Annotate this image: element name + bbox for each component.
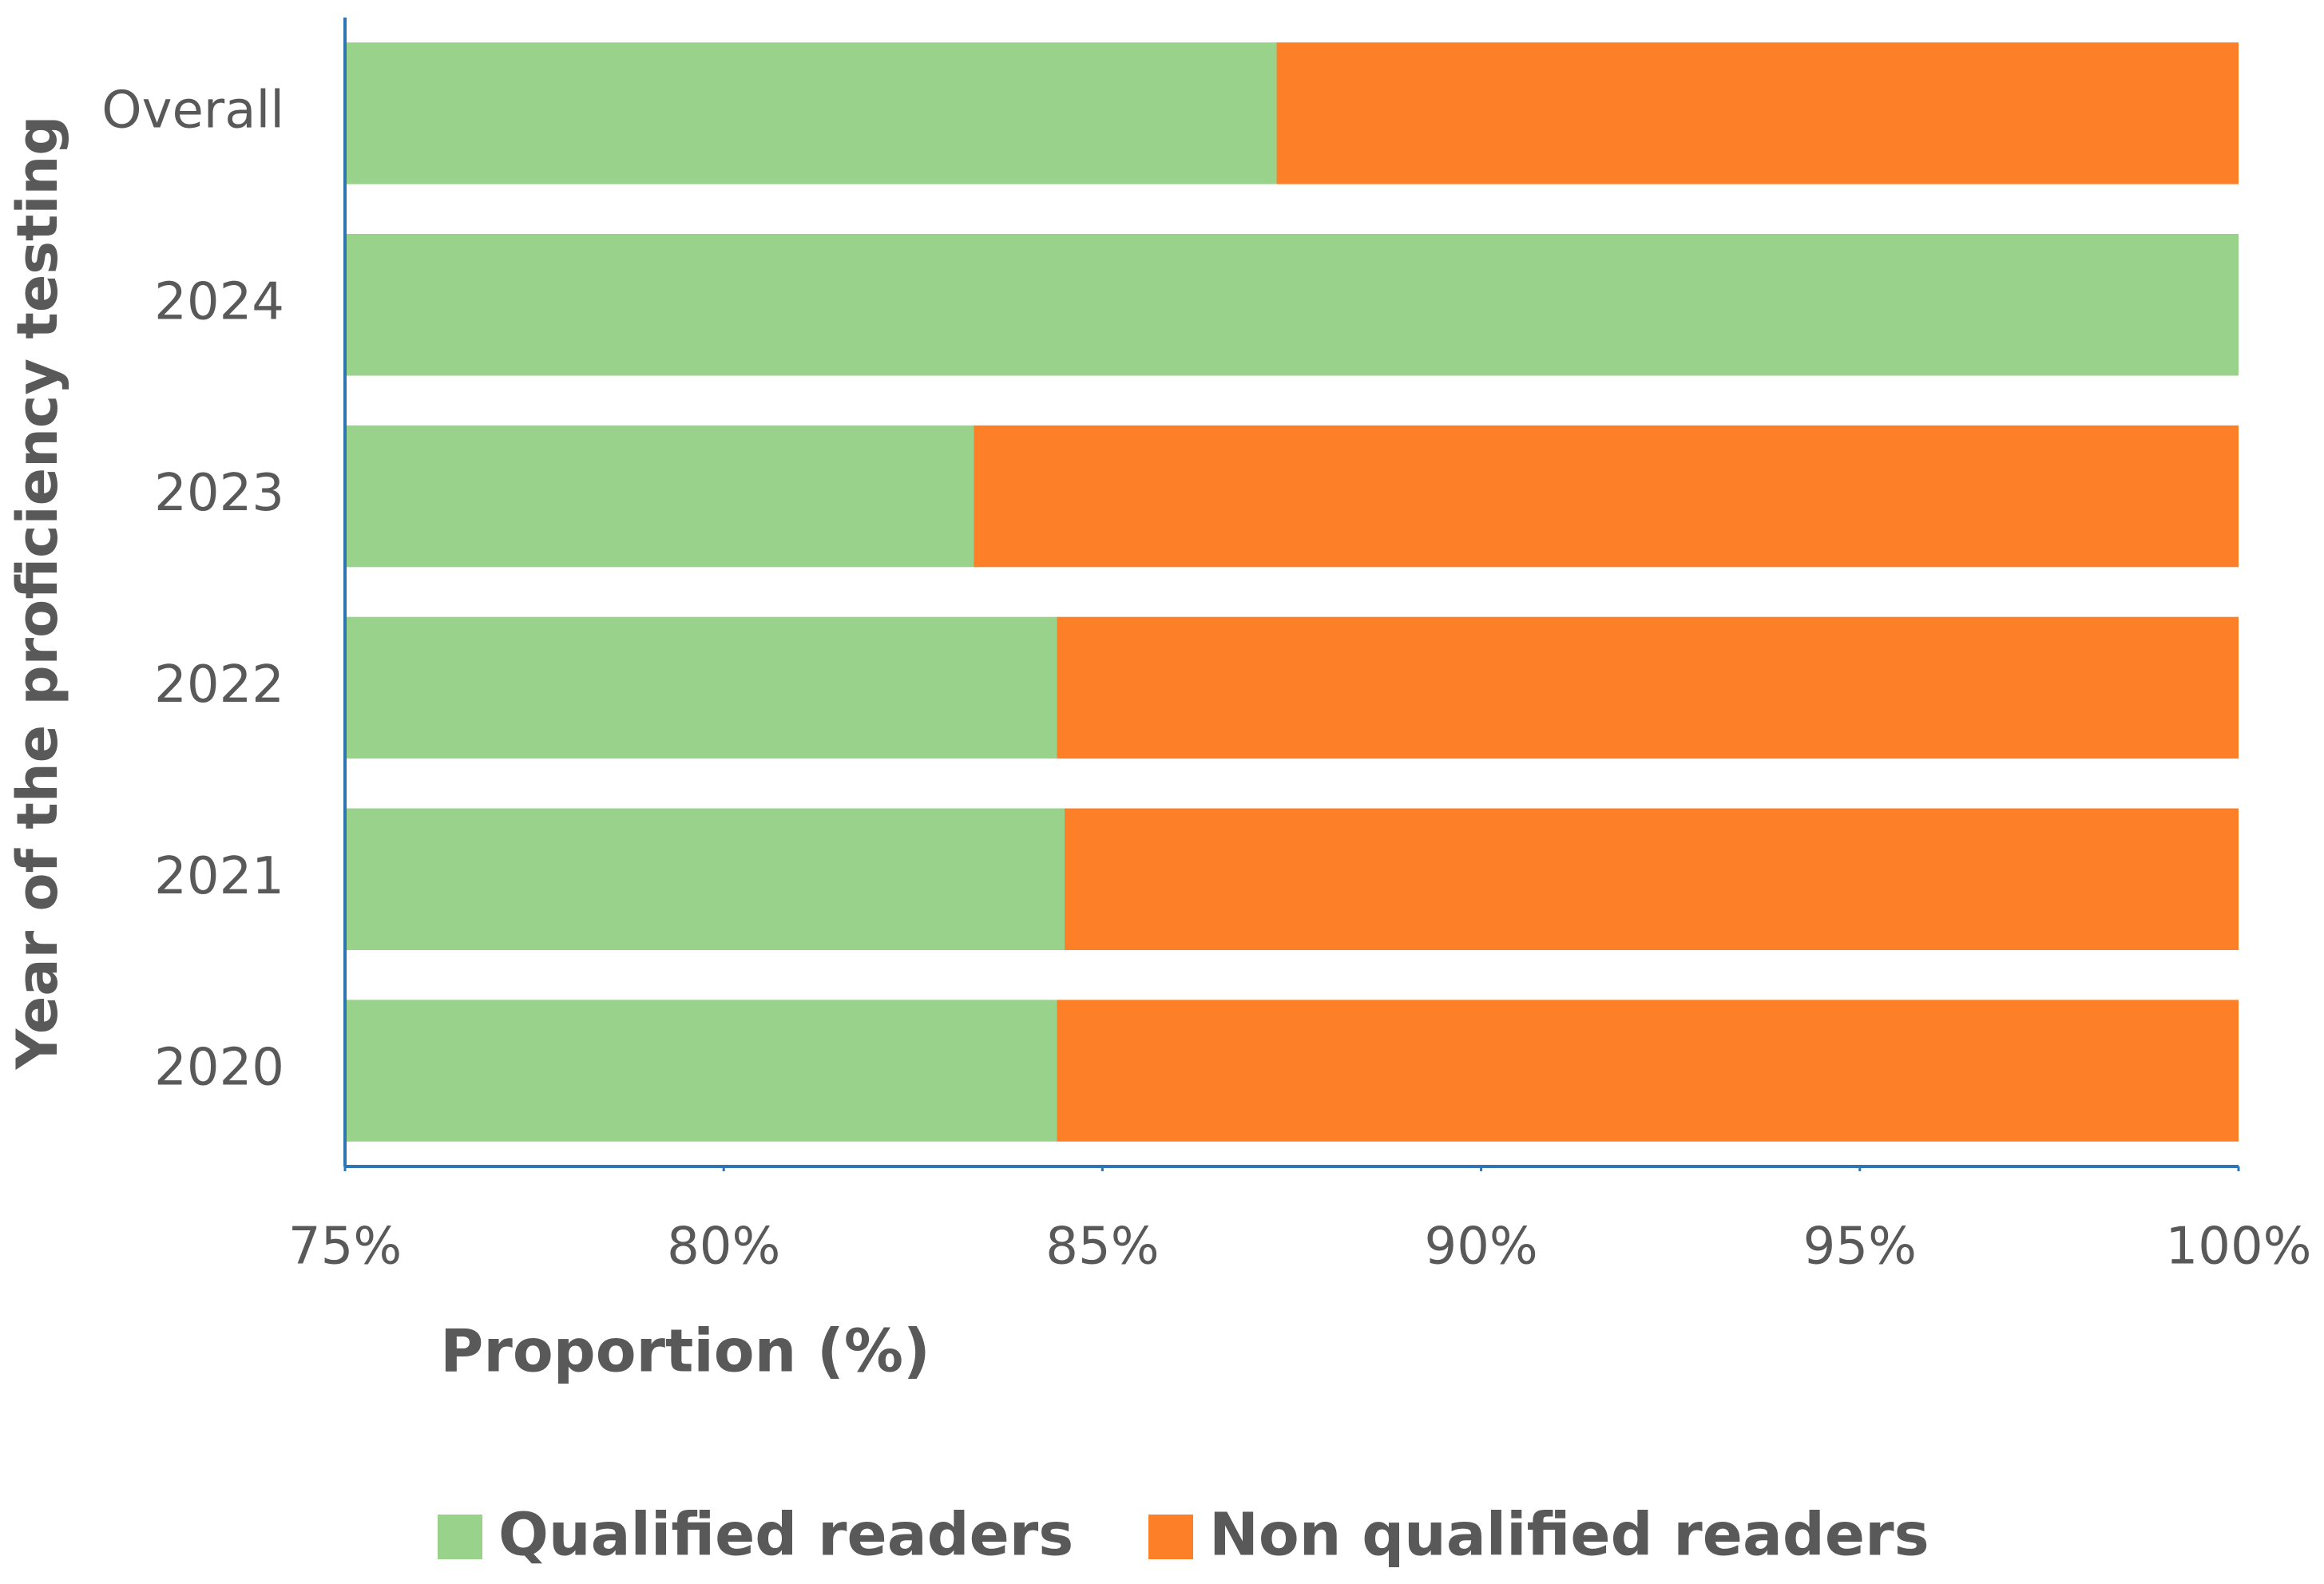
bar-segment <box>1057 1000 2239 1142</box>
bar-segment <box>345 425 974 568</box>
bar-segment <box>345 234 2239 376</box>
x-tick-label: 85% <box>1045 1218 1159 1277</box>
x-tick-label: 75% <box>288 1218 402 1277</box>
bars <box>345 42 2239 1142</box>
bar-segment <box>345 1000 1057 1142</box>
legend-label: Qualified readers <box>498 1501 1073 1570</box>
y-tick-label: 2023 <box>154 464 284 523</box>
bar-segment <box>1276 42 2239 184</box>
x-axis-title: Proportion (%) <box>440 1317 930 1386</box>
x-tick-label: 95% <box>1803 1218 1917 1277</box>
legend-swatch <box>438 1515 482 1559</box>
y-axis-title: Year of the proficiency testing <box>5 116 70 1071</box>
y-tick-label: 2024 <box>154 272 284 331</box>
legend-label: Non qualified readers <box>1209 1501 1929 1570</box>
x-tick-label: 80% <box>667 1218 780 1277</box>
legend-swatch <box>1148 1515 1193 1559</box>
y-tick-label: 2022 <box>154 655 284 715</box>
bar-segment <box>345 808 1065 950</box>
x-tick-label: 90% <box>1424 1218 1537 1277</box>
bar-segment <box>345 616 1057 759</box>
y-tick-label: 2020 <box>154 1039 284 1098</box>
x-tick-label: 100% <box>2166 1218 2312 1277</box>
y-tick-label: 2021 <box>154 847 284 906</box>
y-tick-label: Overall <box>101 81 284 140</box>
bar-segment <box>1064 808 2239 950</box>
bar-segment <box>1057 616 2239 759</box>
bar-segment <box>974 425 2239 568</box>
bar-segment <box>345 42 1277 184</box>
